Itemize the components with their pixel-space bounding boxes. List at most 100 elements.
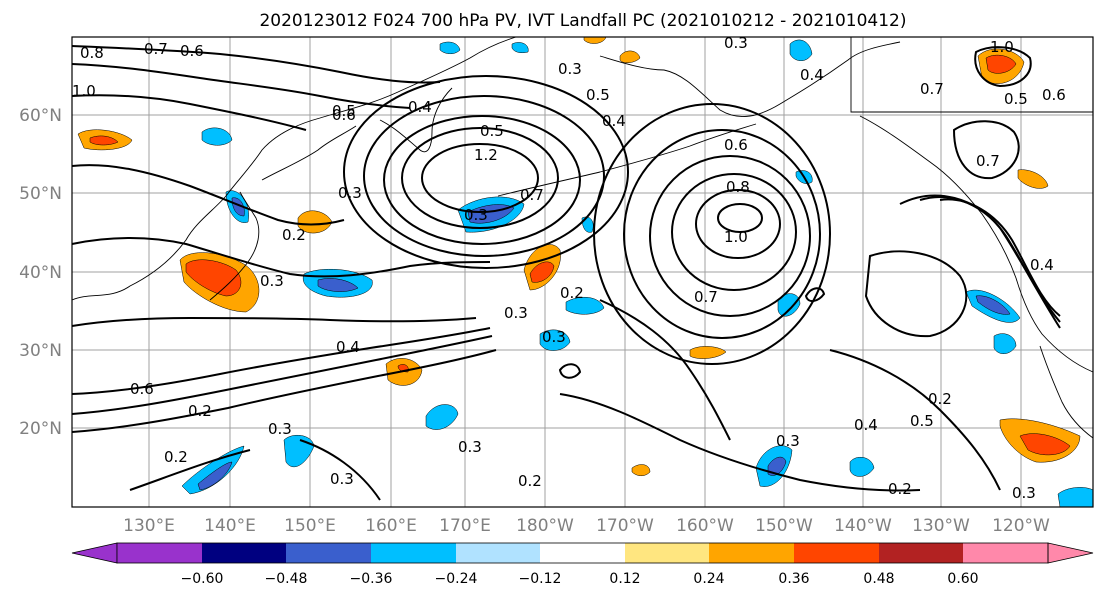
pv-contours: [71, 45, 1061, 501]
colorbar: −0.60 −0.48 −0.36 −0.24 −0.12 0.12 0.24 …: [71, 542, 1094, 587]
shade-negative: [201, 127, 233, 146]
contour-label: 0.5: [480, 122, 504, 140]
lon-label: 120°W: [992, 516, 1050, 536]
colorbar-tick: 0.36: [778, 571, 809, 587]
lon-label: 150°E: [284, 516, 336, 536]
colorbar-tick: 0.48: [863, 571, 894, 587]
map-title: 2020123012 F024 700 hPa PV, IVT Landfall…: [259, 11, 906, 31]
lat-label: 20°N: [19, 419, 62, 439]
contour-label: 0.5: [1004, 90, 1028, 108]
colorbar-segment: [540, 543, 625, 563]
lon-label: 180°W: [516, 516, 574, 536]
lon-label: 170°E: [439, 516, 491, 536]
coast-kuril: [261, 125, 357, 181]
contour-label: 0.4: [408, 98, 432, 116]
contour-label: 0.3: [338, 184, 362, 202]
lat-label: 40°N: [19, 263, 62, 283]
coast-inset: [850, 37, 1093, 113]
contour-label: 0.3: [260, 272, 284, 290]
contour-label: 0.2: [928, 390, 952, 408]
colorbar-tick: 0.24: [693, 571, 724, 587]
shade-negative: [777, 293, 801, 317]
contour-label: 0.2: [518, 472, 542, 490]
contour-label: 0.7: [144, 40, 168, 58]
contour-label: 0.7: [976, 152, 1000, 170]
contour-label: 0.3: [776, 432, 800, 450]
shade-negative: [511, 42, 529, 54]
colorbar-tick: −0.24: [435, 571, 478, 587]
lon-label: 130°E: [123, 516, 175, 536]
latitude-labels: 20°N 30°N 40°N 50°N 60°N: [19, 106, 62, 439]
lat-label: 30°N: [19, 341, 62, 361]
coast-aleutians: [497, 123, 757, 197]
contour-label: 0.3: [542, 328, 566, 346]
contour-label: 0.3: [724, 34, 748, 52]
lon-label: 170°W: [596, 516, 654, 536]
longitude-labels: 130°E 140°E 150°E 160°E 170°E 180°W 170°…: [123, 516, 1050, 536]
contour-label: 0.4: [336, 338, 360, 356]
colorbar-segment: [625, 543, 709, 563]
lon-label: 150°W: [755, 516, 813, 536]
contour-label: 0.2: [164, 448, 188, 466]
coast-namerica: [859, 115, 1094, 373]
coast-japan: [209, 191, 260, 301]
colorbar-segment: [117, 543, 202, 563]
colorbar-tick: −0.60: [181, 571, 224, 587]
contour-label: 0.4: [1030, 256, 1054, 274]
colorbar-segment: [709, 543, 794, 563]
contour-label: 0.3: [330, 470, 354, 488]
colorbar-tick: 0.60: [947, 571, 978, 587]
contour-label: 0.7: [694, 288, 718, 306]
shade-positive: [185, 259, 242, 297]
lon-label: 160°W: [676, 516, 734, 536]
contour-label: 0.2: [282, 226, 306, 244]
coast-baja: [1039, 345, 1094, 439]
lat-label: 60°N: [19, 106, 62, 126]
coastlines: [71, 36, 1094, 439]
contour-label: 1.2: [474, 146, 498, 164]
colorbar-max-extension: [1047, 542, 1094, 564]
contour-label: 0.8: [726, 178, 750, 196]
colorbar-segment: [794, 543, 879, 563]
colorbar-segment: [371, 543, 456, 563]
contour-label: 0.5: [586, 86, 610, 104]
contour-label: 0.5: [910, 412, 934, 430]
colorbar-min-extension: [71, 542, 118, 564]
contour-label: 0.4: [800, 66, 824, 84]
lon-label: 160°E: [365, 516, 417, 536]
colorbar-segment: [963, 543, 1048, 563]
colorbar-segment: [879, 543, 963, 563]
contour-label: 1.0: [990, 38, 1014, 56]
colorbar-tick: 0.12: [609, 571, 640, 587]
colorbar-ticks: −0.60 −0.48 −0.36 −0.24 −0.12 0.12 0.24 …: [181, 571, 979, 587]
shade-negative: [197, 461, 233, 491]
contour-label: 0.2: [888, 480, 912, 498]
shade-negative: [581, 216, 594, 233]
shade-negative: [565, 296, 605, 315]
contour-label: 0.3: [458, 438, 482, 456]
colorbar-segment: [456, 543, 540, 563]
contour-label: 0.6: [130, 380, 154, 398]
shade-negative: [439, 41, 461, 54]
colorbar-tick: −0.12: [519, 571, 562, 587]
shade-negative: [789, 39, 813, 61]
contour-label: 0.8: [80, 44, 104, 62]
map-frame: [71, 36, 1094, 508]
shade-negative: [975, 295, 1011, 315]
contour-label: 0.6: [1042, 86, 1066, 104]
shade-negative: [425, 404, 459, 430]
shade-negative: [231, 197, 245, 217]
shade-positive: [89, 135, 119, 146]
colorbar-tick: −0.36: [350, 571, 393, 587]
colorbar-segment: [202, 543, 286, 563]
shade-negative: [539, 329, 571, 351]
contour-label: 0.2: [560, 284, 584, 302]
shade-positive: [689, 346, 727, 359]
shade-positive: [631, 464, 651, 476]
contour-label: 0.3: [268, 420, 292, 438]
lon-label: 130°W: [912, 516, 970, 536]
shade-positive: [619, 50, 641, 63]
lon-label: 140°W: [834, 516, 892, 536]
contour-label: 0.5: [332, 102, 356, 120]
contour-label: 0.3: [504, 304, 528, 322]
